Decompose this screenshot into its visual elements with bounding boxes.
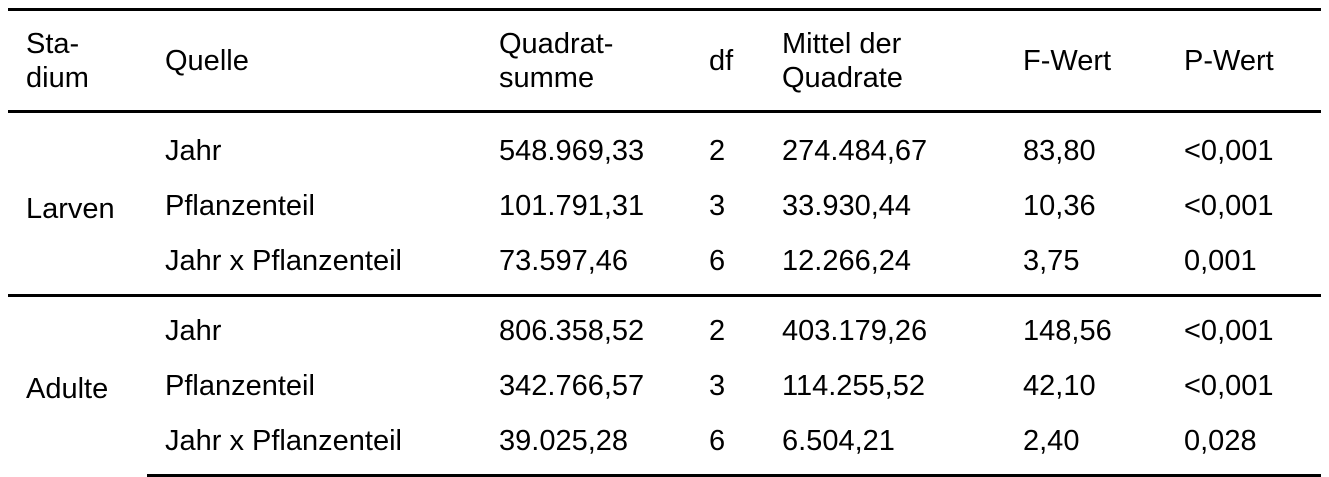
cell-quadratsumme: 39.025,28: [481, 413, 691, 477]
header-mittel-line-1: Mittel der: [782, 27, 902, 60]
cell-pwert: <0,001: [1184, 369, 1274, 402]
cell-quelle: Jahr: [147, 294, 481, 358]
cell-quelle: Jahr x Pflanzenteil: [147, 413, 481, 477]
cell-pwert: 0,028: [1166, 413, 1321, 477]
table-row: Jahr x Pflanzenteil 73.597,46 6 12.266,2…: [8, 233, 1321, 296]
cell-pwert: 0,001: [1184, 244, 1257, 277]
table-row: Pflanzenteil 101.791,31 3 33.930,44 10,3…: [8, 178, 1321, 233]
header-quadratsumme-line-1: Quadrat-: [499, 27, 614, 60]
cell-fwert: 42,10: [1023, 369, 1096, 402]
cell-df: 2: [691, 294, 764, 358]
cell-fwert: 3,75: [1023, 244, 1080, 277]
header-quelle: Quelle: [147, 8, 481, 113]
cell-quelle: Pflanzenteil: [165, 369, 315, 402]
cell-df: 6: [691, 413, 764, 477]
table-row: Pflanzenteil 342.766,57 3 114.255,52 42,…: [8, 358, 1321, 413]
header-stadium-line-2: dium: [26, 61, 89, 94]
cell-fwert: 10,36: [1023, 189, 1096, 222]
header-mittel-line-2: Quadrate: [782, 61, 903, 94]
header-mittel: Mittel der Quadrate: [764, 8, 1005, 113]
cell-mittel: 274.484,67: [782, 134, 928, 167]
cell-quadratsumme: 73.597,46: [499, 244, 629, 277]
cell-pwert: <0,001: [1184, 134, 1274, 167]
stage-label: Adulte: [8, 294, 147, 476]
cell-pwert: <0,001: [1184, 189, 1274, 222]
group-larven: Larven Jahr 548.969,33 2 274.484,67 83,8…: [8, 112, 1321, 296]
cell-mittel: 403.179,26: [764, 294, 1005, 358]
cell-fwert: 148,56: [1005, 294, 1166, 358]
cell-quadratsumme: 806.358,52: [481, 294, 691, 358]
table-row: Larven Jahr 548.969,33 2 274.484,67 83,8…: [8, 112, 1321, 225]
stage-label: Larven: [26, 192, 115, 225]
cell-mittel: 33.930,44: [782, 189, 912, 222]
cell-df: 6: [709, 244, 726, 277]
cell-quadratsumme: 101.791,31: [499, 189, 645, 222]
cell-quadratsumme: 342.766,57: [499, 369, 645, 402]
table-row: Adulte Jahr 806.358,52 2 403.179,26 148,…: [8, 294, 1321, 476]
cell-fwert: 83,80: [1023, 134, 1096, 167]
header-quadratsumme: Quadrat- summe: [481, 8, 691, 113]
cell-quadratsumme: 548.969,33: [499, 134, 645, 167]
cell-df: 3: [709, 369, 726, 402]
header-stadium-line-1: Sta-: [26, 27, 80, 60]
anova-table: Sta- dium Quelle Quadrat- summe df Mitte…: [8, 8, 1321, 477]
cell-pwert: <0,001: [1166, 294, 1321, 358]
group-adulte: Adulte Jahr 806.358,52 2 403.179,26 148,…: [8, 294, 1321, 477]
header-stadium: Sta- dium: [8, 8, 147, 113]
cell-mittel: 114.255,52: [782, 369, 925, 402]
header-row: Sta- dium Quelle Quadrat- summe df Mitte…: [8, 8, 1321, 113]
cell-mittel: 6.504,21: [764, 413, 1005, 477]
cell-mittel: 12.266,24: [782, 244, 912, 277]
anova-table-container: Sta- dium Quelle Quadrat- summe df Mitte…: [8, 8, 1321, 477]
header-quadratsumme-line-2: summe: [499, 61, 595, 94]
cell-df: 2: [709, 134, 726, 167]
cell-df: 3: [709, 189, 726, 222]
cell-quelle: Jahr x Pflanzenteil: [165, 244, 402, 277]
header-df: df: [691, 8, 764, 113]
table-row: Jahr x Pflanzenteil 39.025,28 6 6.504,21…: [8, 413, 1321, 477]
cell-quelle: Pflanzenteil: [165, 189, 315, 222]
table-header: Sta- dium Quelle Quadrat- summe df Mitte…: [8, 8, 1321, 113]
cell-fwert: 2,40: [1005, 413, 1166, 477]
cell-quelle: Jahr: [165, 134, 222, 167]
header-fwert: F-Wert: [1005, 8, 1166, 113]
header-pwert: P-Wert: [1166, 8, 1321, 113]
